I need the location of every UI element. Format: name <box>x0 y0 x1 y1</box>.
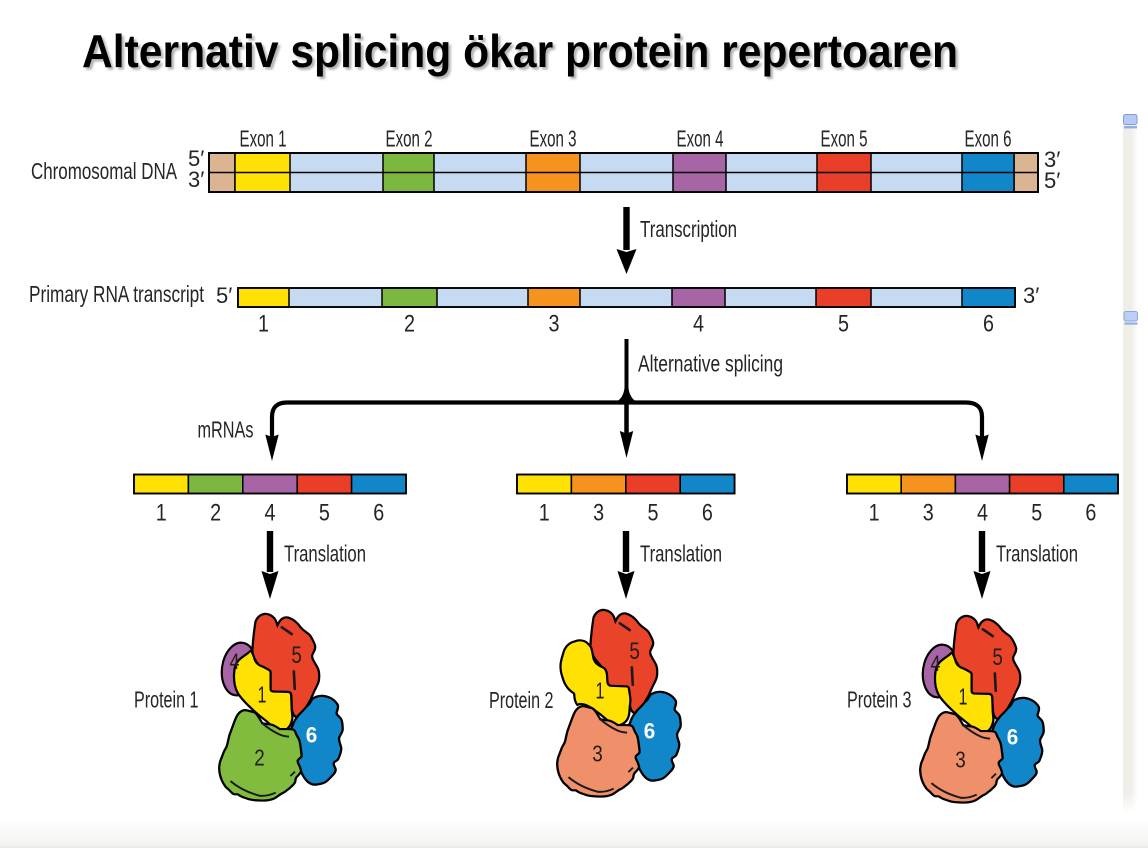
svg-text:1: 1 <box>156 500 167 527</box>
svg-text:mRNAs: mRNAs <box>198 417 254 443</box>
svg-text:4: 4 <box>977 500 988 527</box>
svg-text:Alternativ splicing ökar prote: Alternativ splicing ökar protein reperto… <box>82 25 958 77</box>
svg-text:3: 3 <box>549 311 560 338</box>
svg-text:4: 4 <box>265 500 276 527</box>
svg-text:3′: 3′ <box>1023 283 1039 308</box>
svg-text:6: 6 <box>983 311 994 338</box>
svg-text:Exon 6: Exon 6 <box>965 126 1012 152</box>
svg-text:Alternativ splicing ökar prote: Alternativ splicing ökar protein reperto… <box>85 28 961 80</box>
svg-text:3: 3 <box>955 747 966 773</box>
svg-text:Exon 5: Exon 5 <box>821 126 868 152</box>
svg-text:Transcription: Transcription <box>640 216 737 242</box>
svg-text:5: 5 <box>648 500 659 527</box>
svg-text:5: 5 <box>838 311 849 338</box>
svg-text:5: 5 <box>319 500 330 527</box>
svg-text:6: 6 <box>373 500 384 527</box>
svg-text:Exon 3: Exon 3 <box>530 126 577 152</box>
svg-text:1: 1 <box>258 311 269 338</box>
svg-text:Translation: Translation <box>640 541 722 567</box>
svg-text:2: 2 <box>210 500 221 527</box>
svg-text:Protein 1: Protein 1 <box>134 687 199 713</box>
svg-text:4: 4 <box>693 311 704 338</box>
svg-text:3′: 3′ <box>1044 147 1060 172</box>
svg-text:Primary RNA transcript: Primary RNA transcript <box>29 281 204 307</box>
svg-text:Chromosomal DNA: Chromosomal DNA <box>31 158 177 184</box>
svg-text:2: 2 <box>254 745 265 771</box>
svg-text:5′: 5′ <box>188 146 204 171</box>
svg-text:5: 5 <box>1031 500 1042 527</box>
svg-text:4: 4 <box>230 649 240 674</box>
svg-text:Translation: Translation <box>284 541 366 567</box>
svg-text:3′: 3′ <box>188 167 204 192</box>
svg-text:Protein 2: Protein 2 <box>489 687 554 713</box>
svg-text:1: 1 <box>539 500 550 527</box>
svg-text:5′: 5′ <box>1044 168 1060 193</box>
svg-text:Translation: Translation <box>996 541 1078 567</box>
svg-text:6: 6 <box>702 500 713 527</box>
svg-text:3: 3 <box>923 500 934 527</box>
svg-text:5′: 5′ <box>216 283 232 308</box>
svg-text:6: 6 <box>1085 500 1096 527</box>
svg-text:Exon 1: Exon 1 <box>240 126 287 152</box>
svg-text:Protein 3: Protein 3 <box>847 687 912 713</box>
svg-text:1: 1 <box>869 500 880 527</box>
svg-text:4: 4 <box>931 651 941 676</box>
svg-text:2: 2 <box>404 311 415 338</box>
svg-text:3: 3 <box>593 500 604 527</box>
svg-text:Alternative splicing: Alternative splicing <box>638 351 783 377</box>
svg-text:3: 3 <box>592 741 603 767</box>
svg-text:Exon 4: Exon 4 <box>677 126 724 152</box>
svg-text:Exon 2: Exon 2 <box>386 126 433 152</box>
